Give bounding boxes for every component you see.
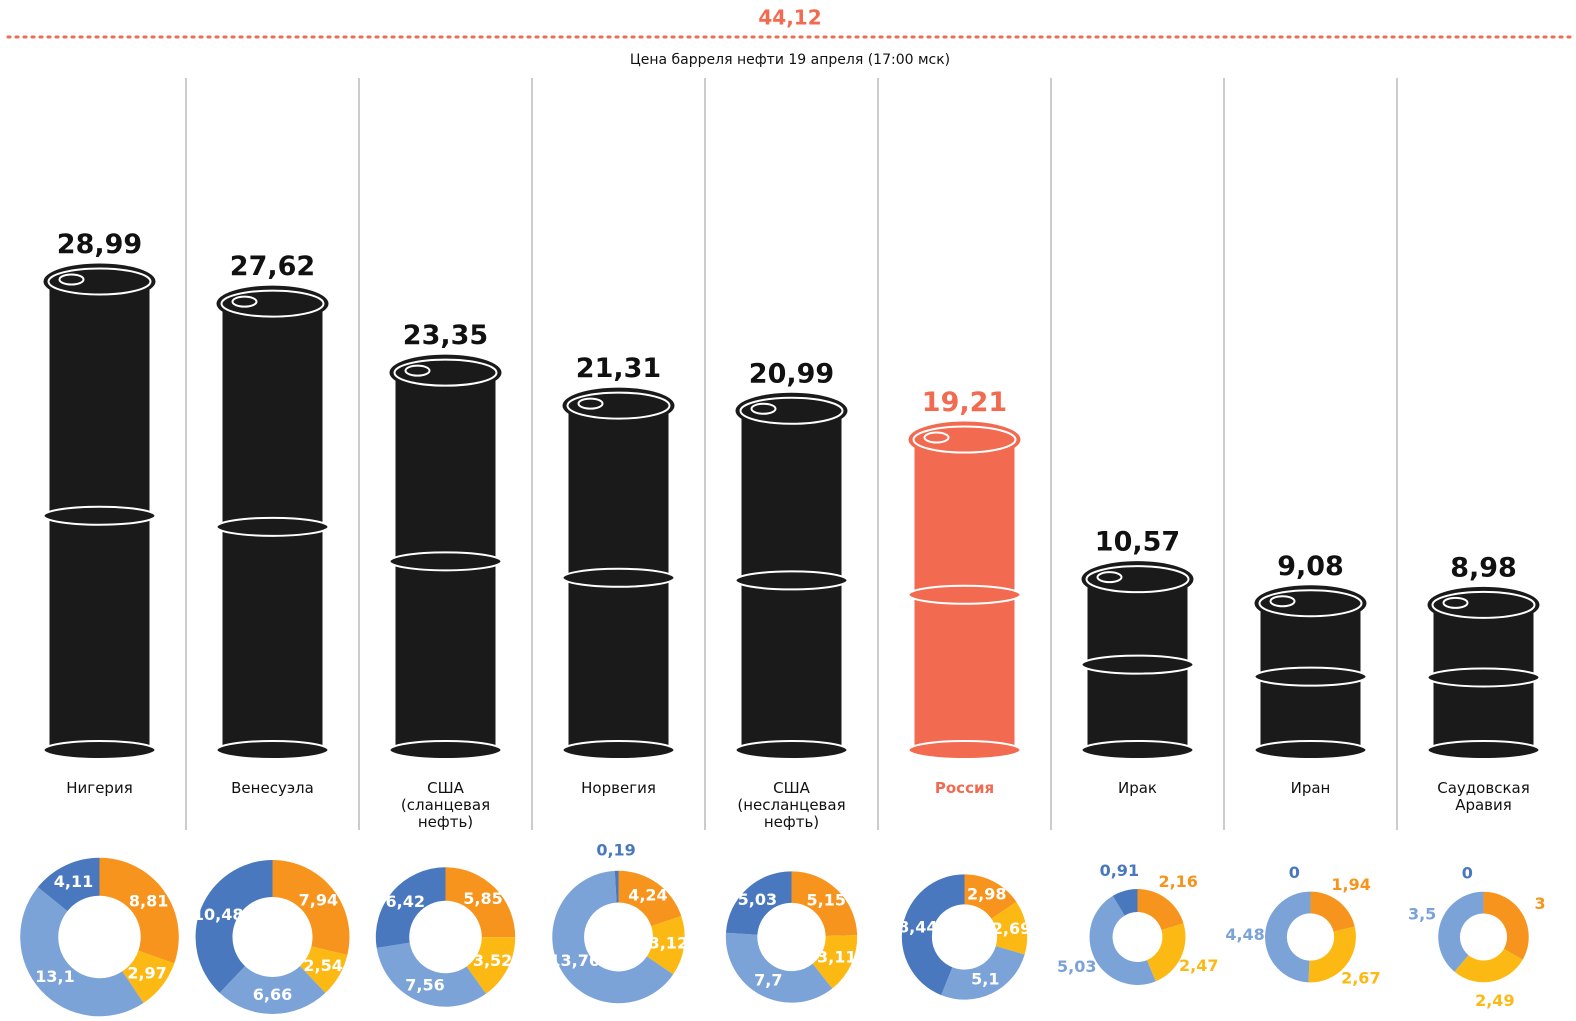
donut-label: 2,16 bbox=[1158, 872, 1197, 891]
barrel-hoop bbox=[390, 552, 502, 570]
donut-label: 6,66 bbox=[253, 985, 292, 1004]
donut-label: 7,56 bbox=[405, 975, 444, 994]
donut-label: 3,52 bbox=[473, 951, 512, 970]
donut-label: 6,42 bbox=[385, 892, 424, 911]
donut-segment bbox=[20, 887, 143, 1016]
barrel-hoop bbox=[909, 741, 1021, 759]
barrel-hoop bbox=[44, 741, 156, 759]
barrel-hoop bbox=[1428, 741, 1540, 759]
barrel-hoop bbox=[1082, 741, 1194, 759]
donut-label: 1,94 bbox=[1331, 875, 1370, 894]
donut-label: 5,15 bbox=[807, 891, 846, 910]
donut-label: 2,67 bbox=[1341, 968, 1380, 987]
donut-label: 2,98 bbox=[967, 884, 1006, 903]
donut-segment bbox=[196, 860, 273, 993]
value-label: 28,99 bbox=[57, 229, 142, 260]
barrel-hoop bbox=[217, 518, 329, 536]
category-label: Венесуэла bbox=[188, 780, 358, 797]
value-label: 27,62 bbox=[230, 251, 315, 282]
donut-label: 2,47 bbox=[1179, 956, 1218, 975]
donut-label: 0,91 bbox=[1100, 861, 1139, 880]
donut-label: 3,12 bbox=[649, 933, 688, 952]
donut-label: 4,48 bbox=[1225, 925, 1264, 944]
donut-label: 4,24 bbox=[628, 886, 667, 905]
value-label: 19,21 bbox=[922, 387, 1007, 418]
donut-label: 13,1 bbox=[35, 967, 74, 986]
donut-label: 3,11 bbox=[817, 948, 856, 967]
barrel-hoop bbox=[217, 741, 329, 759]
donut-label: 8,81 bbox=[129, 892, 168, 911]
donut-segment bbox=[1138, 889, 1184, 930]
donut-label: 0,19 bbox=[596, 840, 635, 859]
category-label: Ирак bbox=[1053, 780, 1223, 797]
category-label: США (несланцевая нефть) bbox=[707, 780, 877, 831]
reference-label: 44,12 bbox=[758, 6, 821, 30]
barrel-hoop bbox=[736, 741, 848, 759]
donut-label: 7,7 bbox=[754, 971, 782, 990]
barrel-hoop bbox=[1255, 668, 1367, 686]
donut-label: 0 bbox=[1462, 863, 1473, 882]
category-label: Нигерия bbox=[15, 780, 185, 797]
value-label: 9,08 bbox=[1277, 551, 1344, 582]
value-label: 8,98 bbox=[1450, 552, 1517, 583]
barrel-hoop bbox=[909, 586, 1021, 604]
barrel-hoop bbox=[44, 507, 156, 525]
chart: Цена барреля нефти 19 апреля (17:00 мск)… bbox=[0, 0, 1576, 1021]
donut-label: 3 bbox=[1534, 894, 1545, 913]
value-label: 20,99 bbox=[749, 358, 834, 389]
donut-segment bbox=[1265, 892, 1310, 983]
chart-title: Цена барреля нефти 19 апреля (17:00 мск) bbox=[630, 52, 950, 68]
category-label: Норвегия bbox=[534, 780, 704, 797]
barrel-hoop bbox=[563, 569, 675, 587]
category-label: США (сланцевая нефть) bbox=[361, 780, 531, 831]
donut-label: 5,03 bbox=[738, 890, 777, 909]
barrel-hoop bbox=[1255, 741, 1367, 759]
donut-label: 2,97 bbox=[127, 963, 166, 982]
donut-label: 8,44 bbox=[898, 917, 937, 936]
donut-label: 3,5 bbox=[1408, 904, 1436, 923]
donut-label: 0 bbox=[1289, 863, 1300, 882]
donut-label: 13,76 bbox=[549, 951, 600, 970]
category-label: Иран bbox=[1226, 780, 1396, 797]
value-label: 23,35 bbox=[403, 320, 488, 351]
barrel-hoop bbox=[390, 741, 502, 759]
donut-label: 5,1 bbox=[971, 969, 999, 988]
donut-segment bbox=[1484, 892, 1529, 960]
donut-label: 7,94 bbox=[299, 890, 338, 909]
donut-label: 2,54 bbox=[303, 956, 342, 975]
category-label: Россия bbox=[880, 780, 1050, 797]
infographic: Цена барреля нефти 19 апреля (17:00 мск)… bbox=[0, 0, 1576, 1021]
value-label: 10,57 bbox=[1095, 527, 1180, 558]
donut-label: 10,48 bbox=[193, 905, 244, 924]
donut-label: 4,11 bbox=[54, 872, 93, 891]
donut-segment bbox=[1311, 892, 1355, 932]
barrel-hoop bbox=[736, 571, 848, 589]
barrel-hoop bbox=[1428, 668, 1540, 686]
donut-label: 5,03 bbox=[1057, 957, 1096, 976]
value-label: 21,31 bbox=[576, 353, 661, 384]
barrel-hoop bbox=[563, 741, 675, 759]
barrel-hoop bbox=[1082, 656, 1194, 674]
donut-label: 2,69 bbox=[992, 919, 1031, 938]
donut-label: 2,49 bbox=[1475, 991, 1514, 1010]
donut-label: 5,85 bbox=[463, 889, 502, 908]
category-label: Саудовская Аравия bbox=[1399, 780, 1569, 814]
